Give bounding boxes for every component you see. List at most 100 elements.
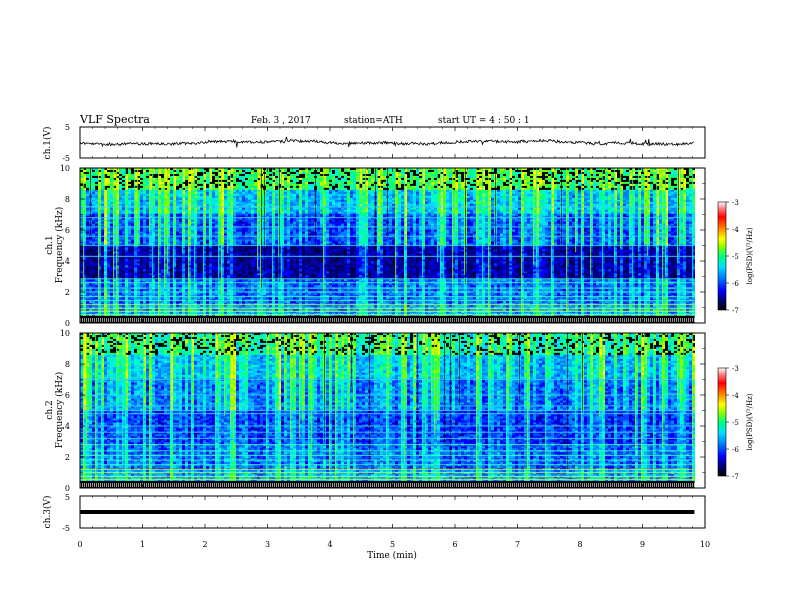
spectrogram-cell — [113, 185, 116, 189]
spectrogram-cell — [122, 183, 125, 187]
spectrogram-cell — [605, 201, 608, 205]
spectrogram-cell — [137, 197, 140, 201]
spectrogram-cell — [599, 215, 602, 218]
spectrogram-cell — [512, 195, 515, 199]
spectrogram-cell — [398, 183, 401, 187]
spectrogram-cell — [104, 203, 107, 207]
spectrogram-cell — [290, 215, 293, 218]
spectrogram-cell — [578, 215, 581, 218]
spectrogram-cell — [608, 185, 611, 189]
spectrogram-cell — [650, 219, 653, 222]
spectrogram-cell — [200, 207, 203, 211]
spectrogram-cell — [404, 203, 407, 207]
spectrogram-cell — [410, 169, 416, 173]
spectrogram-cell — [545, 219, 551, 222]
spectrogram-cell — [638, 217, 641, 220]
spectrogram-cell — [347, 193, 350, 197]
spectrogram-cell — [317, 181, 320, 185]
spectrogram-cell — [674, 189, 677, 193]
spectrogram-cell — [308, 209, 311, 213]
spectrogram-cell — [476, 181, 479, 185]
spectrogram-cell — [653, 171, 656, 175]
spectrogram-cell — [161, 189, 164, 193]
spectrogram-cell — [671, 211, 674, 215]
spectrogram-cell — [83, 175, 86, 179]
spectrogram-cell — [308, 173, 314, 177]
spectrogram-cell — [584, 217, 587, 220]
spectrogram-cell — [578, 189, 581, 193]
spectrogram-cell — [425, 169, 428, 173]
spectrogram-cell — [299, 213, 302, 216]
spectrogram-cell — [203, 201, 206, 205]
spectrogram-cell — [638, 173, 641, 177]
spectrogram-cell — [521, 177, 524, 181]
spectrogram-cell — [584, 203, 590, 207]
spectrogram-cell — [395, 173, 398, 177]
spectrogram-cell — [617, 193, 620, 197]
spectrogram-cell — [233, 183, 236, 187]
spectrogram-cell — [479, 215, 482, 218]
spectrogram-cell — [164, 207, 167, 211]
spectrogram-cell — [182, 173, 185, 177]
spectrogram-cell — [611, 181, 614, 185]
spectrogram-cell — [590, 211, 593, 215]
spectrogram-cell — [335, 191, 338, 195]
spectrogram-cell — [551, 203, 554, 207]
spectrogram-cell — [605, 168, 608, 171]
spectrogram-cell — [242, 179, 245, 183]
spectrogram-cell — [143, 177, 149, 181]
spectrogram-cell — [362, 169, 365, 173]
spectrogram-cell — [614, 197, 617, 201]
spectrogram-cell — [662, 189, 665, 193]
spectrogram-cell — [446, 171, 449, 175]
spectrogram-cell — [104, 215, 107, 218]
spectrogram-cell — [335, 177, 338, 181]
spectrogram-cell — [170, 179, 173, 183]
spectrogram-cell — [596, 207, 599, 211]
spectrogram-cell — [482, 199, 485, 203]
spectrogram-cell — [533, 181, 536, 185]
spectrogram-cell — [578, 207, 581, 211]
spectrogram-cell — [548, 191, 551, 195]
spectrogram-cell — [131, 203, 134, 207]
spectrogram-cell — [389, 169, 392, 173]
spectrogram-cell — [269, 183, 272, 187]
spectrogram-cell — [446, 211, 449, 215]
spectrogram-cell — [512, 181, 518, 185]
spectrogram-cell — [413, 203, 416, 207]
spectrogram-cell — [290, 189, 293, 193]
spectrogram-cell — [284, 189, 287, 193]
spectrogram-cell — [302, 181, 305, 185]
spectrogram-cell — [86, 179, 89, 183]
spectrogram-cell — [107, 207, 110, 211]
spectrogram-cell — [488, 173, 491, 177]
spectrogram-cell — [557, 207, 560, 211]
spectrogram-cell — [299, 193, 302, 197]
spectrogram-cell — [410, 217, 413, 220]
spectrogram-cell — [296, 191, 299, 195]
spectrogram-cell — [659, 185, 662, 189]
spectrogram-cell — [467, 189, 470, 193]
spectrogram-cell — [185, 195, 188, 199]
spectrogram-cell — [329, 191, 332, 195]
spectrogram-cell — [488, 203, 491, 207]
spectrogram-cell — [128, 207, 131, 211]
spectrogram-cell — [458, 181, 461, 185]
spectrogram-cell — [506, 177, 509, 181]
spectrogram-cell — [194, 181, 197, 185]
spectrogram-cell — [137, 191, 140, 195]
spectrogram-cell — [227, 215, 230, 218]
spectrogram-cell — [410, 209, 413, 213]
spectrogram-cell — [128, 181, 134, 185]
spectrogram-cell — [380, 191, 383, 195]
spectrogram-cell — [626, 189, 629, 193]
spectrogram-cell — [566, 197, 569, 201]
spectrogram-cell — [125, 185, 128, 189]
spectrogram-cell — [134, 211, 137, 215]
spectrogram-cell — [611, 201, 614, 205]
spectrogram-cell — [101, 213, 104, 216]
spectrogram-cell — [602, 187, 605, 191]
spectrogram-cell — [521, 219, 527, 222]
spectrogram-cell — [80, 171, 83, 175]
spectrogram-cell — [320, 189, 323, 193]
